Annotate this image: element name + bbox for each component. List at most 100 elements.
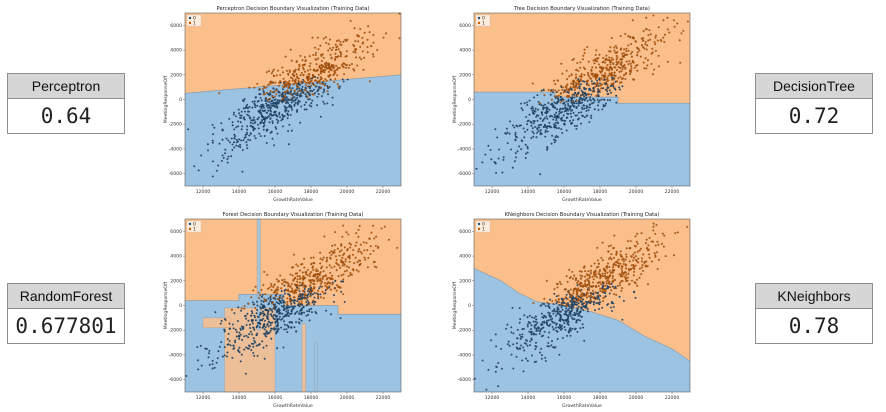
data-point	[254, 121, 257, 124]
data-point	[242, 327, 245, 330]
data-point	[536, 119, 539, 122]
data-point	[621, 68, 624, 71]
data-point	[241, 149, 244, 151]
data-point	[580, 282, 582, 285]
data-point	[512, 367, 515, 370]
data-point	[588, 75, 590, 78]
data-point	[368, 237, 371, 240]
data-point	[647, 248, 650, 251]
data-point	[269, 298, 272, 301]
data-point	[215, 169, 218, 172]
data-point	[301, 296, 304, 299]
data-point	[254, 106, 257, 109]
data-point	[662, 245, 665, 248]
data-point	[253, 86, 256, 89]
data-point	[653, 252, 656, 255]
data-point	[373, 237, 376, 240]
data-point	[341, 256, 344, 259]
data-point	[299, 278, 302, 280]
data-point	[329, 271, 332, 274]
data-point	[331, 104, 334, 106]
data-point	[238, 331, 241, 334]
data-point	[534, 315, 537, 318]
data-point	[556, 108, 559, 111]
data-point	[642, 253, 645, 256]
data-point	[520, 148, 523, 151]
data-point	[650, 240, 653, 243]
data-point	[248, 134, 251, 137]
data-point	[633, 251, 636, 254]
legend-marker	[188, 227, 192, 231]
data-point	[557, 122, 559, 125]
data-point	[311, 93, 314, 96]
data-point	[301, 59, 304, 62]
data-point	[554, 89, 557, 92]
data-point	[637, 261, 640, 264]
data-point	[239, 116, 242, 119]
data-point	[275, 118, 278, 121]
data-point	[278, 318, 280, 320]
data-point	[284, 313, 287, 316]
data-point	[309, 295, 312, 298]
data-point	[227, 139, 230, 142]
data-point	[313, 279, 316, 282]
data-point	[616, 62, 619, 65]
data-point	[320, 77, 323, 80]
data-point	[276, 89, 279, 92]
data-point	[590, 293, 593, 295]
data-point	[257, 123, 259, 126]
data-point	[626, 240, 629, 243]
data-point	[218, 142, 221, 145]
data-point	[305, 271, 308, 274]
data-point	[557, 308, 560, 311]
data-point	[636, 46, 638, 49]
data-point	[296, 278, 299, 281]
data-point	[572, 81, 575, 84]
data-point	[264, 326, 267, 329]
data-point	[238, 351, 241, 354]
data-point	[247, 114, 250, 117]
data-point	[278, 84, 281, 87]
data-point	[545, 106, 548, 109]
data-point	[283, 308, 286, 311]
data-point	[608, 50, 611, 53]
data-point	[264, 118, 267, 121]
data-point	[656, 251, 658, 254]
data-point	[281, 282, 284, 285]
data-point	[262, 346, 265, 349]
data-point	[628, 60, 631, 63]
data-point	[305, 101, 307, 104]
data-point	[553, 79, 555, 82]
data-point	[279, 80, 282, 83]
data-point	[627, 272, 630, 275]
data-point	[628, 269, 631, 272]
data-point	[272, 114, 275, 117]
data-point	[265, 300, 268, 302]
legend-entry: 1	[193, 21, 196, 27]
data-point	[618, 86, 621, 89]
data-point	[262, 90, 265, 93]
data-point	[321, 64, 324, 67]
data-point	[362, 41, 365, 44]
data-point	[610, 68, 613, 71]
data-point	[588, 273, 591, 276]
data-point	[622, 260, 625, 263]
data-point	[204, 347, 207, 350]
data-point	[272, 104, 275, 107]
data-point	[255, 344, 258, 347]
data-point	[626, 276, 629, 279]
data-point	[267, 297, 270, 300]
data-point	[326, 259, 329, 261]
data-point	[534, 125, 536, 128]
data-point	[564, 305, 567, 307]
data-point	[644, 43, 647, 46]
data-point	[256, 332, 259, 335]
data-point	[676, 22, 679, 25]
data-point	[583, 339, 586, 342]
data-point	[582, 326, 585, 329]
data-point	[308, 98, 311, 101]
data-point	[353, 27, 356, 30]
data-point	[495, 345, 498, 348]
data-point	[312, 256, 315, 259]
data-point	[596, 246, 599, 249]
